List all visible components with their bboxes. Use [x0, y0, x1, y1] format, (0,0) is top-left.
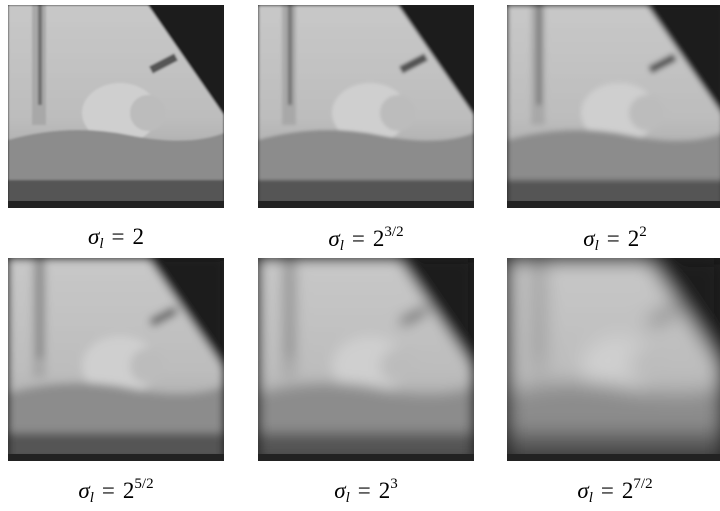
panel: σl=23/2 [258, 5, 474, 208]
panel: σl=22 [507, 5, 720, 208]
frame-base [507, 201, 720, 208]
caption-subscript: l [346, 490, 350, 506]
frame-base [507, 454, 720, 461]
caption-base: 2 [123, 478, 135, 503]
caption-relation: = [112, 224, 125, 249]
hamster-head [130, 348, 166, 384]
frame-base [258, 454, 474, 461]
scene [507, 258, 720, 461]
caption: σl = 23/2 [258, 224, 474, 255]
frame-base [8, 201, 224, 208]
caption: σl = 25/2 [8, 476, 224, 507]
caption-subscript: l [589, 490, 593, 506]
caption-subscript: l [90, 490, 94, 506]
caption-symbol: σ [583, 226, 594, 251]
caption-symbol: σ [328, 226, 339, 251]
caption-subscript: l [340, 238, 344, 254]
caption: σl = 23 [258, 476, 474, 507]
scene [8, 5, 224, 208]
photo [258, 5, 474, 208]
caption-exponent: 3 [390, 476, 398, 492]
post [38, 5, 42, 105]
caption-exponent: 3/2 [384, 224, 403, 240]
hamster-head [629, 348, 665, 384]
scene [507, 5, 720, 208]
caption-symbol: σ [577, 478, 588, 503]
caption-base: 2 [373, 226, 385, 251]
scene [258, 5, 474, 208]
caption-symbol: σ [334, 478, 345, 503]
photo [507, 258, 720, 461]
panel: σl=2 [8, 5, 224, 208]
figure: σl=2σl=23/2σl=22σl=25/2σl=23σl=27/2 [0, 0, 720, 511]
post [537, 5, 541, 105]
caption-relation: = [102, 478, 115, 503]
photo [8, 5, 224, 208]
frame-base [258, 201, 474, 208]
caption: σl = 22 [507, 224, 720, 255]
caption-subscript: l [595, 238, 599, 254]
frame-base [8, 454, 224, 461]
hamster-head [380, 348, 416, 384]
caption-base: 2 [379, 478, 391, 503]
photo [258, 258, 474, 461]
caption: σl = 27/2 [507, 476, 720, 507]
caption-exponent: 7/2 [633, 476, 652, 492]
scene [8, 258, 224, 461]
photo [8, 258, 224, 461]
panel: σl=27/2 [507, 258, 720, 461]
caption-exponent: 2 [639, 224, 647, 240]
caption-base: 2 [622, 478, 634, 503]
hamster-head [130, 95, 166, 131]
caption-base: 2 [628, 226, 640, 251]
post [288, 258, 292, 358]
caption: σl = 2 [8, 224, 224, 253]
caption-symbol: σ [88, 224, 99, 249]
caption-relation: = [607, 226, 620, 251]
panel: σl=25/2 [8, 258, 224, 461]
caption-relation: = [358, 478, 371, 503]
post [38, 258, 42, 358]
scene [258, 258, 474, 461]
post [288, 5, 292, 105]
post [537, 258, 541, 358]
hamster-head [629, 95, 665, 131]
caption-subscript: l [99, 236, 103, 252]
caption-base: 2 [133, 224, 145, 249]
caption-relation: = [352, 226, 365, 251]
photo [507, 5, 720, 208]
panel: σl=23 [258, 258, 474, 461]
caption-relation: = [601, 478, 614, 503]
hamster-head [380, 95, 416, 131]
caption-exponent: 5/2 [134, 476, 153, 492]
caption-symbol: σ [78, 478, 89, 503]
